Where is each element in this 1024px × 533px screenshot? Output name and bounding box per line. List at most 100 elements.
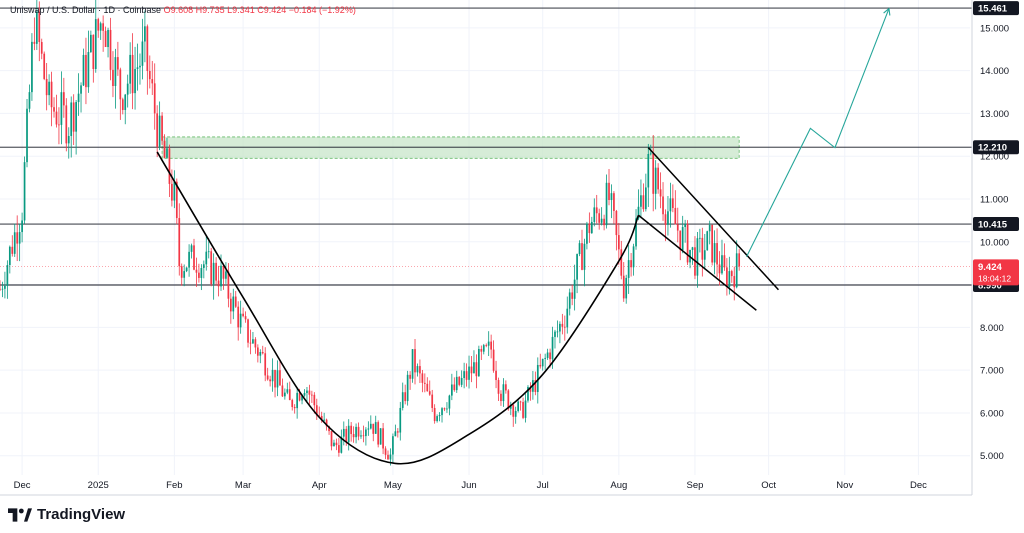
candle-body <box>551 336 554 360</box>
candle-body <box>509 404 512 409</box>
price-label: 8.990 <box>978 281 1002 292</box>
flag-upper-line <box>647 147 780 291</box>
candle <box>713 230 716 275</box>
candle-body <box>507 390 510 409</box>
candle-body <box>23 162 26 221</box>
candle <box>136 43 139 91</box>
candle <box>0 280 1 291</box>
candle <box>129 42 132 94</box>
candle <box>401 382 404 411</box>
candle-body <box>72 102 75 132</box>
candle-body <box>13 232 16 254</box>
candle <box>586 221 588 250</box>
candle-body <box>264 353 267 376</box>
candle <box>40 38 43 60</box>
candle-body <box>566 308 569 328</box>
candle <box>475 354 478 389</box>
candle-body <box>173 181 176 201</box>
candle <box>657 163 659 194</box>
candles <box>0 0 741 466</box>
candle <box>293 404 296 414</box>
candle-body <box>352 434 355 438</box>
candle-body <box>335 442 338 446</box>
candle-body <box>148 70 151 80</box>
candle-body <box>605 182 608 226</box>
candle-body <box>26 108 28 163</box>
candle-body <box>180 266 183 278</box>
candle-body <box>617 235 620 250</box>
candle <box>99 21 102 40</box>
candle-body <box>625 277 628 299</box>
candle-body <box>581 243 583 270</box>
candle <box>38 1 41 62</box>
candle-body <box>288 389 291 401</box>
candle-body <box>450 384 453 396</box>
candle-body <box>271 369 274 382</box>
y-tick-label: 15.000 <box>980 23 1009 34</box>
candle <box>261 345 264 355</box>
candle-body <box>43 53 46 79</box>
candle <box>581 229 583 271</box>
candle <box>384 446 387 460</box>
candle <box>699 228 701 253</box>
candle <box>286 382 289 395</box>
x-tick-label: Jul <box>537 480 549 491</box>
candle <box>696 232 699 288</box>
candle <box>252 332 254 345</box>
candle-body <box>35 11 38 44</box>
price-label-box <box>973 217 1019 232</box>
price-label: 12.210 <box>978 143 1007 154</box>
candle <box>556 320 559 338</box>
candle <box>335 438 338 451</box>
candle-body <box>583 243 586 270</box>
candle-body <box>411 349 414 379</box>
candle-body <box>377 422 380 445</box>
candle-body <box>662 196 664 215</box>
candle <box>244 311 247 323</box>
y-tick-label: 5.000 <box>980 451 1004 462</box>
candle-body <box>485 345 488 346</box>
candle <box>600 207 603 226</box>
candle-body <box>210 251 213 285</box>
candle <box>266 367 269 381</box>
candle <box>134 46 136 110</box>
candle-body <box>644 187 647 210</box>
candle <box>701 227 704 277</box>
candle-body <box>249 342 252 344</box>
candle-body <box>519 401 522 403</box>
candle-body <box>487 341 490 346</box>
candle-body <box>473 362 475 374</box>
candle-body <box>505 384 507 391</box>
candle-body <box>274 369 276 388</box>
candle-body <box>372 423 375 434</box>
candle-body <box>401 392 404 408</box>
candle-body <box>70 102 73 137</box>
y-tick-label: 12.000 <box>980 152 1009 163</box>
candle-body <box>298 392 301 401</box>
tradingview-brand[interactable]: TradingView <box>8 506 125 523</box>
candle-body <box>244 316 247 320</box>
candle <box>372 423 375 442</box>
candle <box>109 17 112 81</box>
candle <box>450 373 453 401</box>
candle-body <box>544 357 547 359</box>
y-tick-label: 11.000 <box>980 194 1008 205</box>
candle <box>45 62 48 111</box>
candle-body <box>603 218 605 226</box>
candle <box>151 60 154 96</box>
countdown-label: 18:04:12 <box>978 273 1011 283</box>
candle-body <box>416 366 419 373</box>
candle <box>517 399 520 413</box>
candle <box>470 355 473 383</box>
candle-body <box>561 323 564 327</box>
candle-body <box>227 271 230 299</box>
candle-body <box>667 211 669 225</box>
candle-body <box>443 408 446 410</box>
candle-body <box>247 319 249 343</box>
candle <box>274 369 276 398</box>
candle-body <box>296 392 298 409</box>
candle <box>112 51 114 98</box>
candle <box>146 24 149 95</box>
x-tick-label: Sep <box>687 480 704 491</box>
